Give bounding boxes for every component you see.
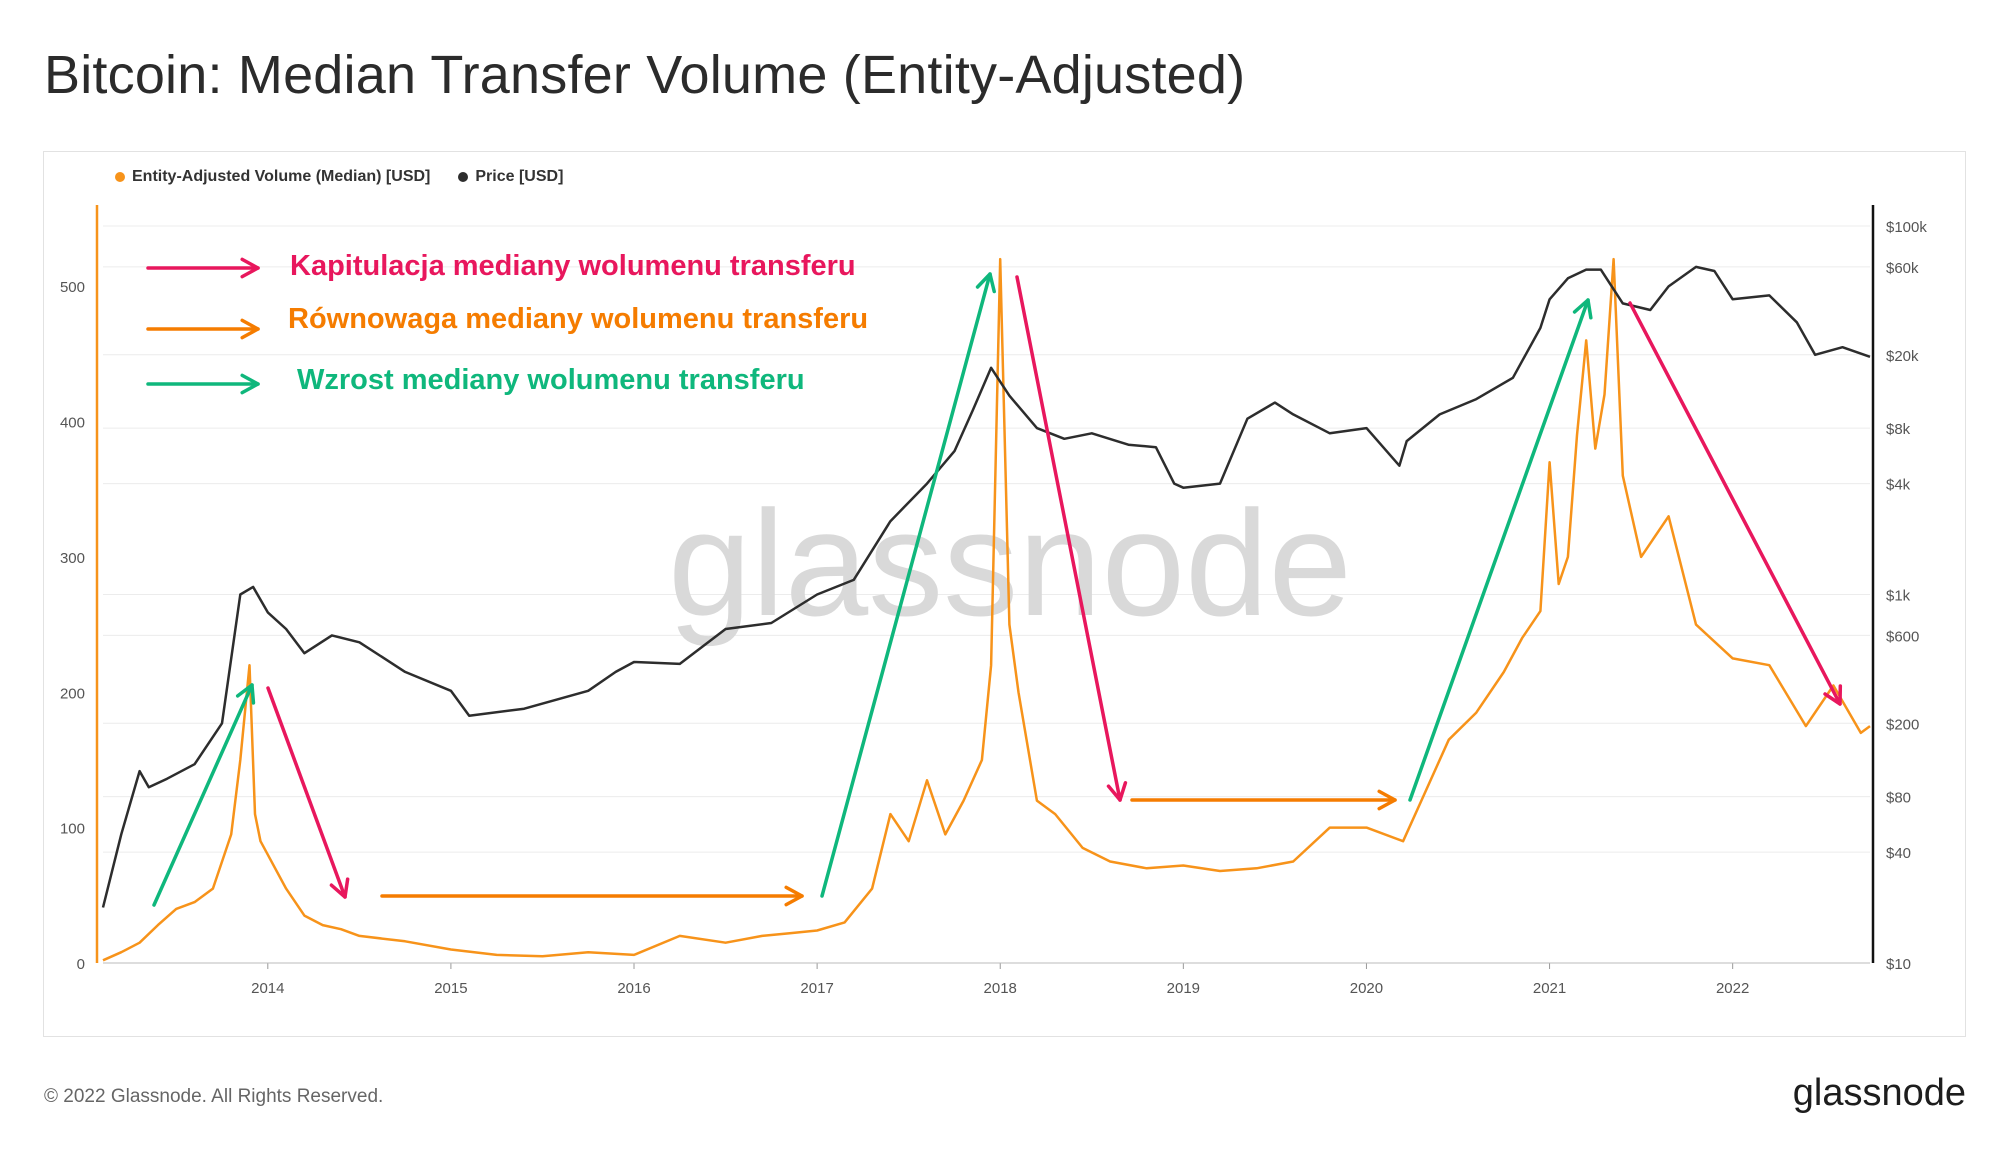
y-right-tick-label: $8k bbox=[1886, 421, 1911, 438]
y-left-tick-label: 300 bbox=[60, 550, 85, 567]
capitulation-arrow-2018 bbox=[1015, 275, 1122, 802]
y-right-tick-label: $80 bbox=[1886, 790, 1911, 807]
legend-arrow-capitulation-head bbox=[240, 257, 260, 279]
legend-arrow-equilibrium-head bbox=[240, 318, 260, 340]
series-volume-line bbox=[102, 257, 1871, 962]
x-tick-label: 2020 bbox=[1350, 980, 1383, 997]
footer-copyright: © 2022 Glassnode. All Rights Reserved. bbox=[44, 1086, 384, 1107]
annotation-growth: Wzrost mediany wolumenu transferu bbox=[297, 364, 805, 396]
growth-arrow-2017-head bbox=[975, 272, 996, 294]
legend-arrow-growth-head bbox=[240, 373, 260, 395]
capitulation-arrow-2018-head bbox=[1106, 781, 1128, 802]
annotation-capitulation: Kapitulacja mediany wolumenu transferu bbox=[290, 250, 856, 282]
y-right-tick-label: $60k bbox=[1886, 260, 1919, 277]
chart-legend: Entity-Adjusted Volume (Median) [USD] Pr… bbox=[115, 168, 563, 186]
capitulation-arrow-2021-head bbox=[1823, 684, 1843, 706]
y-right-tick-label: $40 bbox=[1886, 845, 1911, 862]
y-left-tick-label: 400 bbox=[60, 415, 85, 432]
grid-layer bbox=[103, 225, 1870, 964]
growth-arrow-2020-head bbox=[1572, 298, 1593, 320]
growth-arrow-2013-head bbox=[235, 683, 256, 705]
growth-arrow-2013 bbox=[152, 683, 254, 907]
legend-label-volume: Entity-Adjusted Volume (Median) [USD] bbox=[132, 168, 431, 185]
y-right-tick-label: $100k bbox=[1886, 219, 1927, 236]
growth-arrow-2017 bbox=[820, 272, 992, 898]
y-left-tick-label: 100 bbox=[60, 821, 85, 838]
x-tick-label: 2022 bbox=[1716, 980, 1749, 997]
legend-dot-price bbox=[458, 172, 469, 182]
annotation-arrows bbox=[146, 257, 1843, 907]
capitulation-arrow-2021 bbox=[1628, 301, 1842, 706]
growth-arrow-2020 bbox=[1408, 298, 1590, 802]
y-right-tick-label: $20k bbox=[1886, 348, 1919, 365]
y-left-tick-label: 0 bbox=[77, 956, 85, 973]
equilibrium-arrow-2019-head bbox=[1377, 789, 1397, 811]
y-right-tick-label: $4k bbox=[1886, 477, 1911, 494]
y-right-tick-label: $200 bbox=[1886, 716, 1919, 733]
x-tick-label: 2014 bbox=[251, 980, 284, 997]
brand-logo[interactable]: glassnode bbox=[1792, 1072, 1966, 1114]
page-title: Bitcoin: Median Transfer Volume (Entity-… bbox=[44, 45, 1246, 105]
x-tick-label: 2019 bbox=[1167, 980, 1200, 997]
legend-item-volume[interactable]: Entity-Adjusted Volume (Median) [USD] bbox=[115, 168, 430, 186]
y-right-tick-label: $600 bbox=[1886, 628, 1919, 645]
chart-frame bbox=[43, 151, 1966, 1037]
capitulation-arrow-2014 bbox=[266, 686, 347, 899]
capitulation-arrow-2014-head bbox=[329, 877, 350, 899]
x-tick-label: 2018 bbox=[984, 980, 1017, 997]
x-tick-label: 2021 bbox=[1533, 980, 1566, 997]
y-left-tick-label: 500 bbox=[60, 279, 85, 296]
axes-layer: $10 $40 $80 $200 $600 $1k $4k $8k $20k $60k $100k 0… bbox=[60, 205, 1927, 997]
series-price-line bbox=[101, 265, 1871, 908]
series-layer bbox=[101, 257, 1871, 962]
x-tick-label: 2016 bbox=[617, 980, 650, 997]
equilibrium-arrow-2015-head bbox=[784, 885, 804, 907]
legend-item-price[interactable]: Price [USD] bbox=[458, 168, 563, 186]
x-tick-label: 2015 bbox=[434, 980, 467, 997]
y-right-tick-label: $1k bbox=[1886, 587, 1911, 604]
annotation-equilibrium: Równowaga mediany wolumenu transferu bbox=[288, 303, 869, 335]
y-left-tick-label: 200 bbox=[60, 685, 85, 702]
y-right-tick-label: $10 bbox=[1886, 956, 1911, 973]
x-tick-label: 2017 bbox=[800, 980, 833, 997]
legend-label-price: Price [USD] bbox=[475, 168, 564, 185]
legend-dot-volume bbox=[115, 172, 125, 182]
